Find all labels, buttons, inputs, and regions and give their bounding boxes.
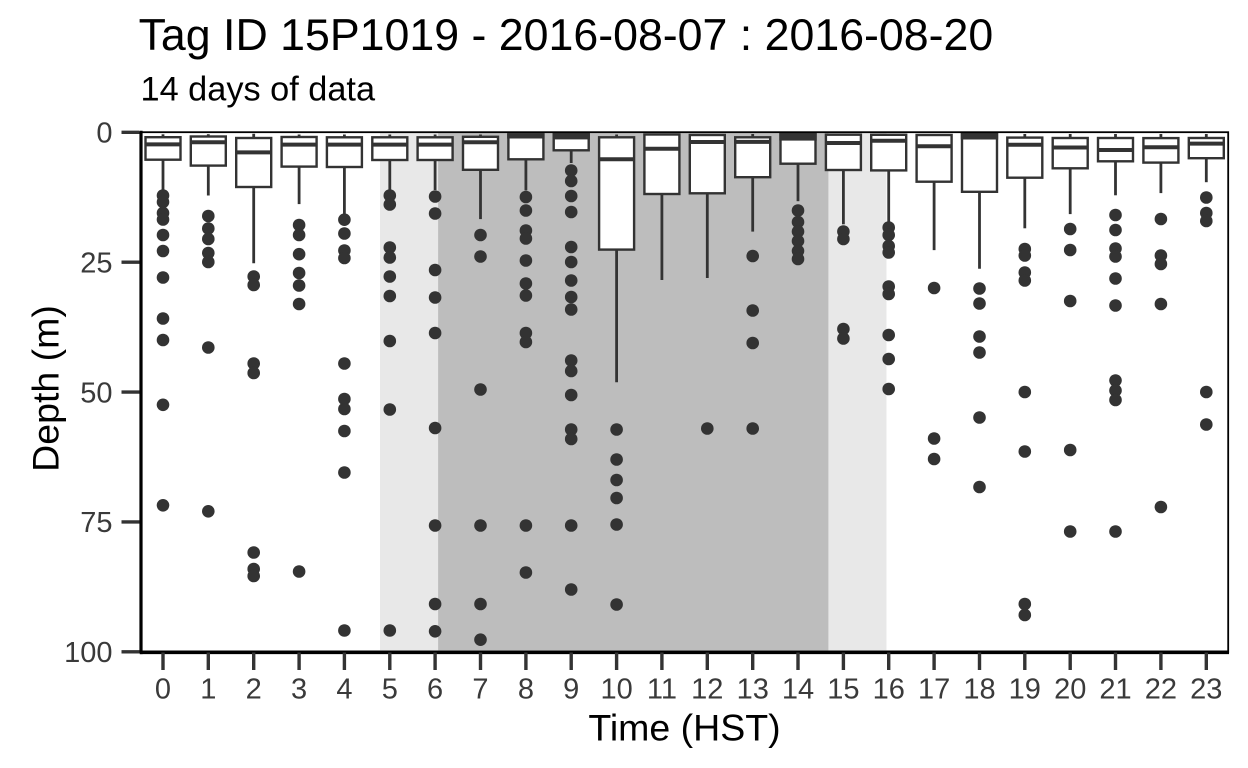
svg-text:12: 12 bbox=[691, 674, 723, 706]
svg-text:50: 50 bbox=[80, 377, 112, 409]
svg-text:15: 15 bbox=[827, 674, 859, 706]
svg-text:0: 0 bbox=[155, 674, 171, 706]
svg-text:14: 14 bbox=[782, 674, 814, 706]
svg-text:9: 9 bbox=[563, 674, 579, 706]
svg-text:14 days of data: 14 days of data bbox=[141, 71, 376, 109]
svg-text:22: 22 bbox=[1145, 674, 1177, 706]
svg-text:10: 10 bbox=[600, 674, 632, 706]
svg-text:4: 4 bbox=[336, 674, 352, 706]
svg-text:7: 7 bbox=[472, 674, 488, 706]
svg-text:75: 75 bbox=[80, 507, 112, 539]
svg-text:2: 2 bbox=[246, 674, 262, 706]
svg-text:11: 11 bbox=[647, 674, 677, 706]
svg-text:Tag ID 15P1019 - 2016-08-07 :: Tag ID 15P1019 - 2016-08-07 : 2016-08-20 bbox=[139, 11, 994, 60]
svg-text:1: 1 bbox=[200, 674, 216, 706]
svg-text:17: 17 bbox=[918, 674, 950, 706]
svg-text:3: 3 bbox=[291, 674, 307, 706]
svg-text:19: 19 bbox=[1009, 674, 1041, 706]
svg-text:8: 8 bbox=[518, 674, 534, 706]
svg-text:6: 6 bbox=[427, 674, 443, 706]
svg-text:0: 0 bbox=[96, 118, 112, 150]
svg-text:23: 23 bbox=[1190, 674, 1222, 706]
svg-text:13: 13 bbox=[737, 674, 769, 706]
svg-text:18: 18 bbox=[963, 674, 995, 706]
svg-text:21: 21 bbox=[1099, 674, 1131, 706]
svg-text:25: 25 bbox=[80, 248, 112, 280]
svg-text:100: 100 bbox=[64, 637, 112, 669]
svg-text:Depth (m): Depth (m) bbox=[25, 305, 67, 472]
svg-text:16: 16 bbox=[873, 674, 905, 706]
svg-text:20: 20 bbox=[1054, 674, 1086, 706]
svg-text:Time (HST): Time (HST) bbox=[588, 707, 780, 749]
svg-text:5: 5 bbox=[382, 674, 398, 706]
